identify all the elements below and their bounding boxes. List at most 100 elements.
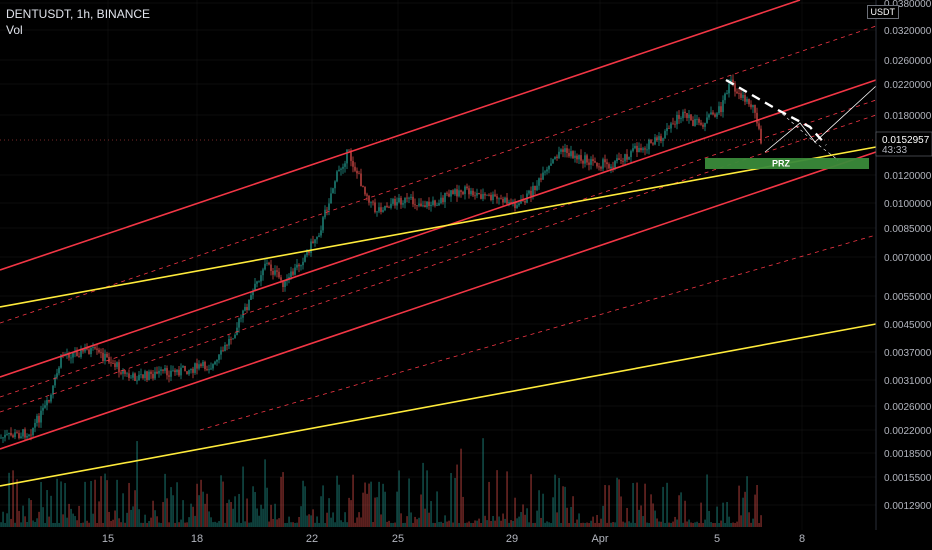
candle-body [214, 361, 216, 365]
volume-bar [578, 513, 580, 527]
volume-bar [72, 513, 74, 527]
volume-bar [44, 522, 46, 527]
volume-bar [120, 522, 122, 527]
candle-body [90, 348, 92, 355]
volume-bar [394, 522, 396, 527]
candle-body [254, 283, 256, 291]
candle-body [558, 151, 560, 158]
volume-bar [226, 503, 228, 527]
price-axis[interactable]: 0.0380000 0.0320000 0.0260000 0.0220000 0.01… [875, 0, 932, 530]
prz-box[interactable] [705, 158, 869, 169]
volume-bar [368, 483, 370, 527]
volume-bar [208, 511, 210, 527]
volume-bar [686, 521, 688, 527]
volume-bar [42, 507, 44, 527]
volume-bar [336, 475, 338, 527]
time-axis[interactable]: 15 18 22 25 29 Apr 5 8 [102, 533, 805, 545]
candle-body [500, 198, 502, 200]
trendline-lower[interactable] [0, 323, 877, 487]
channel-lower-line[interactable] [0, 151, 877, 450]
projection-paths[interactable] [725, 78, 877, 161]
candle-body [338, 169, 340, 172]
candle-body [378, 207, 380, 212]
candle-body [324, 209, 326, 218]
projection-zigzag[interactable] [764, 85, 877, 153]
volume-bar [478, 518, 480, 527]
trendline-upper[interactable] [0, 146, 877, 308]
candle-body [84, 348, 86, 352]
parallel-channel[interactable] [0, 0, 877, 450]
projection-dashed-path[interactable] [725, 78, 827, 146]
volume-bar [96, 522, 98, 527]
time-tick-label: 15 [102, 533, 114, 545]
volume-bar [16, 479, 18, 527]
candle-body [344, 163, 346, 167]
candle-body [256, 281, 258, 284]
channel-middle-line[interactable] [0, 79, 877, 378]
candle-body [282, 280, 284, 288]
candle-body [168, 375, 170, 377]
volume-bar [148, 521, 150, 527]
volume-bar [352, 474, 354, 527]
candle-body [384, 205, 386, 211]
volume-bar [410, 512, 412, 527]
volume-indicator-label[interactable]: Vol [6, 23, 23, 37]
volume-bar [290, 522, 292, 527]
volume-bar [142, 522, 144, 527]
candle-body [50, 394, 52, 402]
candle-body [566, 148, 568, 153]
candle-body [188, 370, 190, 375]
candle-body [618, 158, 620, 160]
volume-bar [18, 510, 20, 527]
volume-bar [540, 517, 542, 527]
volume-bar [50, 495, 52, 527]
volume-bar [188, 517, 190, 527]
candle-body [522, 200, 524, 202]
volume-bar [668, 522, 670, 527]
volume-bar [204, 503, 206, 527]
volume-bar [602, 505, 604, 527]
volume-bar [572, 496, 574, 527]
volume-bar [176, 482, 178, 527]
channel-upper-line[interactable] [0, 0, 801, 271]
volume-bar [524, 514, 526, 527]
volume-bar [270, 504, 272, 527]
volume-bar [624, 522, 626, 527]
price-tick-label: 0.0045000 [884, 320, 932, 331]
volume-bar [272, 518, 274, 527]
price-tick-label: 0.0015500 [884, 473, 932, 484]
prz-zone[interactable]: PRZ [705, 158, 869, 169]
candle-body [96, 348, 98, 350]
candle-body [634, 145, 636, 149]
volume-bar [150, 517, 152, 527]
volume-bar [448, 520, 450, 527]
projection-zigzag-2[interactable] [777, 109, 839, 161]
candle-body [298, 264, 300, 267]
candle-body [350, 150, 352, 161]
volume-bar [350, 500, 352, 527]
candle-body [676, 114, 678, 125]
candle-body [468, 188, 470, 195]
candle-body [702, 124, 704, 127]
volume-bar [688, 519, 690, 527]
candle-body [164, 368, 166, 371]
candle-body [32, 427, 34, 436]
trendlines[interactable] [0, 146, 877, 487]
volume-bar [546, 521, 548, 527]
candle-body [662, 138, 664, 141]
volume-bar [144, 514, 146, 527]
candle-body [160, 369, 162, 371]
candle-body [670, 123, 672, 129]
volume-bar [20, 522, 22, 527]
candle-body [150, 371, 152, 374]
volume-bar [116, 479, 118, 527]
candle-body [136, 380, 138, 382]
candle-body [420, 203, 422, 207]
volume-bar [676, 519, 678, 527]
symbol-title[interactable]: DENTUSDT, 1h, BINANCE [6, 7, 151, 21]
candle-body [20, 436, 22, 439]
candle-body [266, 262, 268, 264]
volume-bar [48, 516, 50, 527]
candle-body [352, 160, 354, 167]
